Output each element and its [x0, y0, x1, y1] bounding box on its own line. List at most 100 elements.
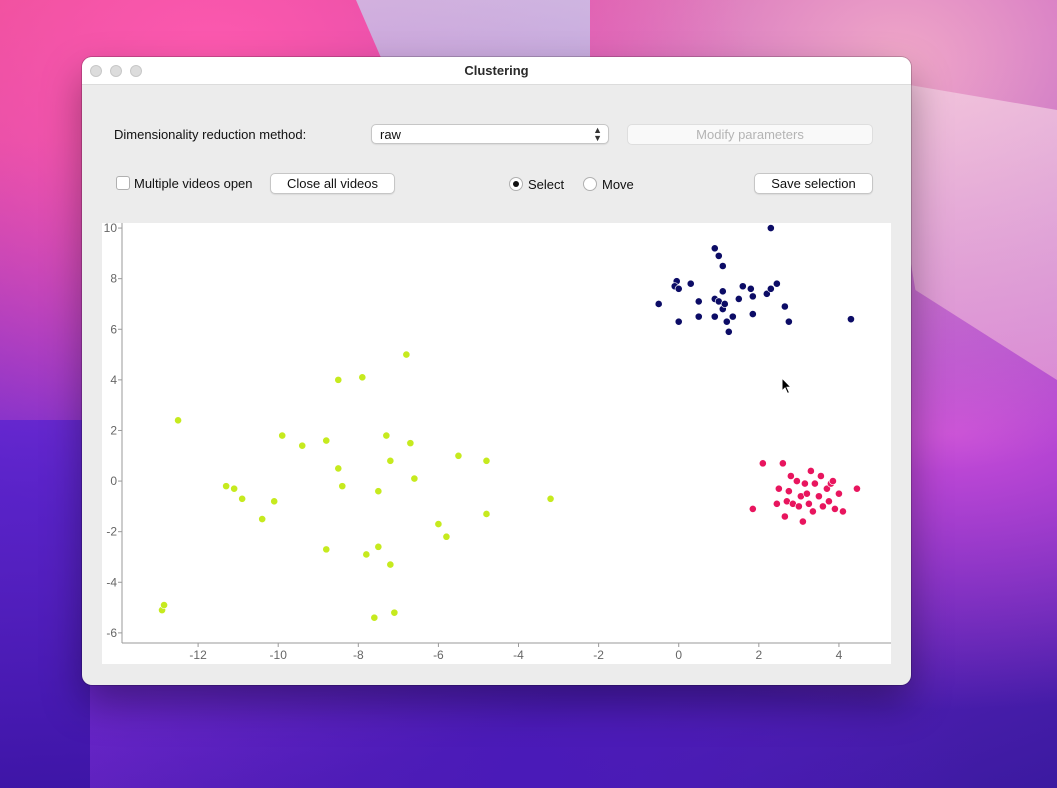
minimize-window-button[interactable]: [110, 65, 122, 77]
method-label: Dimensionality reduction method:: [114, 127, 307, 142]
scatter-point: [780, 512, 789, 521]
scatter-point: [724, 327, 733, 336]
scatter-point: [738, 282, 747, 291]
scatter-point: [839, 507, 847, 516]
select-mode-radio[interactable]: [509, 177, 523, 191]
scatter-point: [382, 431, 391, 440]
scatter-point: [780, 302, 789, 311]
scatter-point: [546, 494, 555, 503]
scatter-point: [784, 317, 793, 326]
method-select-value: raw: [380, 127, 401, 142]
scatter-point: [784, 487, 793, 496]
scatter-point: [334, 464, 343, 473]
scatter-point: [710, 244, 719, 253]
y-tick-label: -2: [106, 525, 117, 539]
scatter-point: [686, 279, 695, 288]
scatter-point: [778, 459, 787, 468]
scatter-point: [442, 532, 451, 541]
scatter-point: [802, 489, 811, 498]
scatter-point: [322, 436, 331, 445]
scatter-point: [278, 431, 287, 440]
select-mode-label: Select: [528, 177, 565, 192]
scatter-point: [654, 300, 663, 308]
title-bar[interactable]: Clustering: [82, 57, 911, 85]
scatter-point: [402, 350, 411, 359]
scatter-point: [334, 375, 343, 384]
wallpaper-shape: [0, 420, 90, 788]
scatter-point: [720, 300, 729, 308]
scatter-point: [298, 441, 307, 450]
scatter-point: [718, 287, 727, 296]
clustering-window: Clustering Dimensionality reduction meth…: [82, 57, 911, 685]
scatter-plot-svg[interactable]: -12 -10 -8 -6 -4 -2 0 2 4 10 8 6 4 2 0 -2 -4 -6: [102, 223, 891, 664]
scatter-point: [258, 515, 267, 523]
move-mode-radio[interactable]: [583, 177, 597, 191]
scatter-point: [758, 459, 767, 468]
method-select[interactable]: raw ▲ ▼: [371, 124, 609, 144]
scatter-point: [748, 310, 757, 318]
scatter-point: [370, 613, 379, 622]
scatter-point: [694, 297, 703, 306]
scatter-point: [847, 315, 855, 324]
scatter-point: [825, 497, 833, 506]
x-tick-label: -8: [353, 648, 364, 662]
scatter-point: [374, 487, 383, 496]
scatter-point: [718, 262, 727, 270]
scatter-point: [772, 279, 781, 288]
scatter-point: [406, 439, 415, 448]
x-tick-label: 0: [675, 648, 682, 662]
mouse-cursor-icon: [781, 377, 793, 395]
close-window-button[interactable]: [90, 65, 102, 77]
scatter-point: [815, 492, 823, 501]
scatter-point: [762, 289, 771, 298]
scatter-point: [338, 482, 347, 491]
close-all-videos-button[interactable]: Close all videos: [270, 173, 395, 194]
x-tick-label: 4: [836, 648, 843, 662]
scatter-point: [694, 312, 703, 321]
y-tick-label: 8: [110, 272, 117, 286]
scatter-point: [734, 295, 743, 303]
scatter-point: [823, 484, 831, 493]
x-tick-label: -2: [593, 648, 604, 662]
scatter-point: [174, 416, 182, 425]
zoom-window-button[interactable]: [130, 65, 142, 77]
scatter-point: [835, 489, 843, 498]
scatter-point: [774, 484, 783, 493]
scatter-point: [728, 312, 737, 321]
multiple-videos-checkbox[interactable]: [116, 176, 130, 190]
scatter-point: [434, 520, 443, 528]
modify-parameters-button[interactable]: Modify parameters: [627, 124, 873, 145]
scatter-point: [222, 482, 231, 491]
scatter-point: [374, 542, 383, 551]
x-tick-label: -10: [270, 648, 288, 662]
scatter-point: [819, 502, 827, 511]
save-selection-button[interactable]: Save selection: [754, 173, 873, 194]
y-tick-label: -4: [106, 575, 117, 589]
window-title: Clustering: [464, 63, 529, 78]
scatter-point: [482, 456, 491, 465]
scatter-point: [772, 499, 781, 508]
scatter-point: [238, 494, 247, 503]
scatter-point: [410, 474, 419, 483]
scatter-point: [853, 484, 861, 493]
x-tick-label: -6: [433, 648, 444, 662]
y-tick-label: 2: [110, 423, 117, 437]
x-tick-label: -12: [189, 648, 207, 662]
scatter-point: [160, 601, 168, 609]
scatter-point: [454, 451, 463, 460]
y-tick-label: 10: [104, 223, 118, 235]
scatter-plot[interactable]: -12 -10 -8 -6 -4 -2 0 2 4 10 8 6 4 2 0 -2 -4 -6: [102, 223, 891, 664]
scatter-point: [674, 317, 683, 326]
scatter-point: [806, 467, 815, 475]
scatter-point: [817, 472, 825, 480]
scatter-point: [748, 292, 757, 301]
move-mode-label: Move: [602, 177, 634, 192]
scatter-point: [831, 505, 839, 513]
scatter-point: [386, 560, 395, 569]
scatter-point: [722, 317, 731, 326]
scatter-point: [766, 224, 775, 232]
scatter-point: [748, 505, 757, 513]
scatter-point: [829, 477, 837, 485]
x-tick-label: 2: [755, 648, 762, 662]
scatter-point: [674, 284, 683, 293]
